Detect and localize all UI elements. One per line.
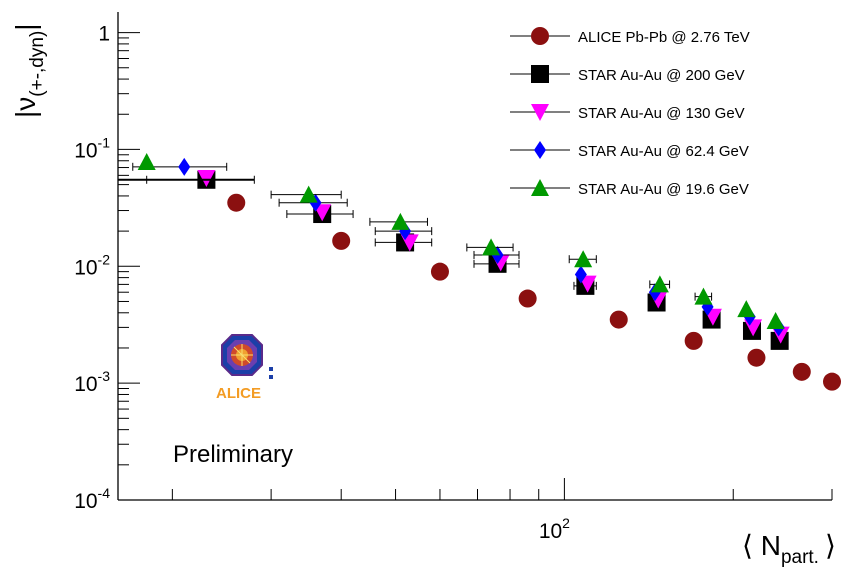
- legend-label: ALICE Pb-Pb @ 2.76 TeV: [578, 29, 750, 46]
- data-point: [684, 331, 703, 350]
- data-point: [313, 204, 332, 222]
- axis-tick-labels: 1 10-1 10-2 10-3 10-4 102: [74, 23, 570, 543]
- data-point: [482, 238, 501, 256]
- data-point: [137, 153, 156, 171]
- series-0: [227, 193, 841, 391]
- data-point: [766, 312, 785, 330]
- axis-ticks: [118, 32, 833, 501]
- legend-entry: ALICE Pb-Pb @ 2.76 TeV: [510, 27, 750, 46]
- data-point: [332, 231, 351, 250]
- legend-label: STAR Au-Au @ 62.4 GeV: [578, 143, 749, 160]
- legend-entry: STAR Au-Au @ 130 GeV: [510, 104, 745, 122]
- legend-label: STAR Au-Au @ 200 GeV: [578, 67, 745, 84]
- data-point: [823, 372, 841, 391]
- data-point: [574, 250, 593, 268]
- alice-logo: ALICE: [216, 334, 273, 402]
- legend-label: STAR Au-Au @ 19.6 GeV: [578, 181, 749, 198]
- legend-marker: [531, 27, 549, 45]
- data-point: [792, 362, 811, 381]
- data-point: [609, 310, 628, 329]
- y-tick-label: 10-3: [74, 368, 110, 396]
- y-tick-label: 10-1: [74, 134, 110, 162]
- axes: [117, 12, 832, 501]
- preliminary-label: Preliminary: [173, 441, 293, 468]
- legend-marker: [531, 179, 549, 196]
- data-point: [694, 287, 713, 305]
- data-point: [227, 193, 246, 212]
- legend-marker: [531, 104, 549, 121]
- legend-marker: [531, 65, 549, 83]
- data-point: [430, 262, 449, 281]
- data-point: [574, 265, 587, 284]
- x-axis-title: ⟨ Npart. ⟩: [742, 530, 836, 568]
- data-point: [747, 348, 766, 367]
- data-point: [650, 275, 669, 293]
- legend-entry: STAR Au-Au @ 62.4 GeV: [510, 141, 749, 160]
- alice-logo-text: ALICE: [216, 385, 261, 402]
- data-point: [737, 300, 756, 318]
- legend: ALICE Pb-Pb @ 2.76 TeV STAR Au-Au @ 200 G…: [510, 27, 750, 198]
- data-point: [299, 185, 318, 203]
- y-tick-label: 10-2: [74, 251, 110, 279]
- legend-entry: STAR Au-Au @ 19.6 GeV: [510, 179, 749, 198]
- series-4: [137, 153, 785, 330]
- legend-marker: [534, 141, 546, 159]
- y-tick-label: 1: [98, 23, 110, 46]
- x-tick-label: 102: [539, 515, 570, 543]
- data-series: [118, 153, 841, 391]
- y-axis-title: |ν(+-,dyn)|: [10, 23, 48, 118]
- data-point: [178, 157, 191, 176]
- y-tick-label: 10-4: [74, 485, 110, 513]
- data-point: [518, 289, 537, 308]
- data-point: [197, 169, 216, 187]
- data-point: [391, 212, 410, 230]
- legend-entry: STAR Au-Au @ 200 GeV: [510, 65, 745, 84]
- legend-label: STAR Au-Au @ 130 GeV: [578, 105, 745, 122]
